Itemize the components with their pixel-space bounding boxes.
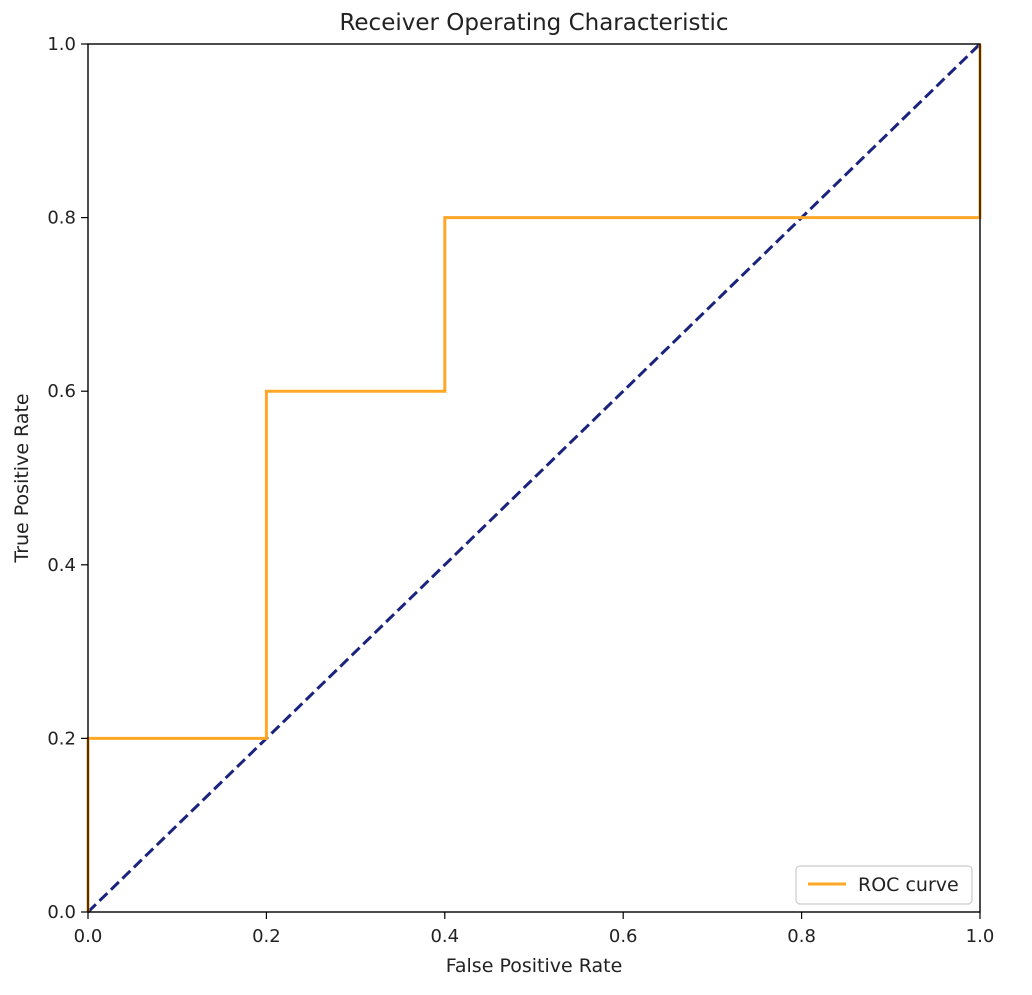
legend-label-roc-curve: ROC curve <box>858 874 959 896</box>
axes-frame <box>87 43 981 913</box>
x-tick-label: 0.8 <box>787 926 816 947</box>
y-tick-label: 1.0 <box>47 34 76 55</box>
y-tick-label: 0.8 <box>47 208 76 229</box>
axes: 0.0 0.2 0.4 0.6 0.8 1.0 0.0 0.2 0.4 0.6 0.8 1.0 <box>47 34 994 947</box>
x-axis-label: False Positive Rate <box>446 955 623 977</box>
chart-title: Receiver Operating Characteristic <box>339 10 728 36</box>
x-tick-label: 1.0 <box>966 926 995 947</box>
y-axis-label: True Positive Rate <box>11 393 33 563</box>
y-tick-label: 0.4 <box>47 555 76 576</box>
x-tick-label: 0.6 <box>609 926 638 947</box>
plot-area <box>86 42 982 914</box>
series-line-roc-curve <box>86 44 982 912</box>
legend: ROC curve <box>795 865 973 905</box>
x-tick-label: 0.2 <box>252 926 281 947</box>
legend-box <box>795 865 973 905</box>
y-tick-label: 0.2 <box>47 728 76 749</box>
y-tick-label: 0.0 <box>47 902 76 923</box>
x-tick-label: 0.4 <box>430 926 459 947</box>
x-tick-label: 0.0 <box>74 926 103 947</box>
y-tick-label: 0.6 <box>47 381 76 402</box>
